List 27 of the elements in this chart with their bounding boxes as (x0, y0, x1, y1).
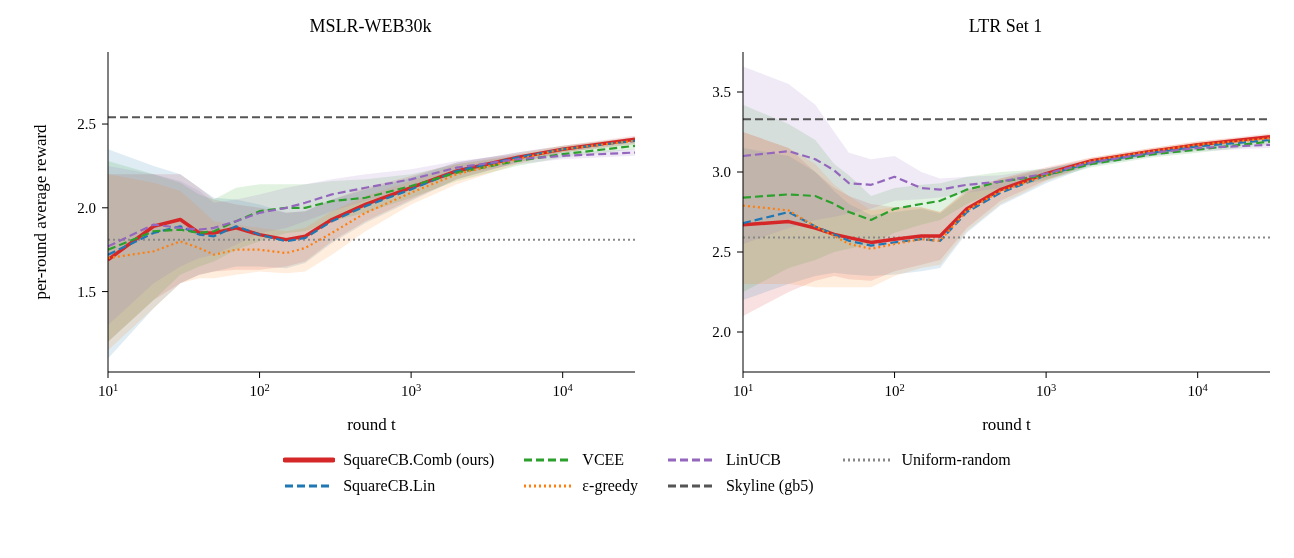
y-tick-label: 2.5 (712, 244, 731, 260)
y-tick-label: 1.5 (77, 283, 96, 300)
x-tick-label: 10$^{1}$ (97, 381, 119, 399)
legend-label: ε-greedy (582, 477, 638, 495)
y-tick-label: 2.0 (77, 199, 96, 216)
legend-label: SquareCB.Comb (ours) (343, 451, 495, 469)
legend-label: VCEE (582, 451, 625, 469)
legend-label: Uniform-random (901, 451, 1011, 469)
legend-label: SquareCB.Lin (343, 477, 436, 495)
x-tick-label: 10$^{2}$ (884, 381, 905, 399)
legend-label: Skyline (gb5) (725, 477, 814, 495)
y-tick-label: 2.0 (712, 324, 731, 340)
y-tick-label: 3.0 (712, 164, 731, 180)
x-tick-label: 10$^{3}$ (401, 381, 422, 399)
chart-title: LTR Set 1 (967, 16, 1044, 38)
x-tick-label: 10$^{2}$ (249, 381, 270, 399)
y-axis-title: per-round average reward (31, 123, 51, 300)
legend-label: LinUCB (725, 451, 782, 469)
y-tick-label: 2.5 (77, 116, 96, 133)
x-tick-label: 10$^{4}$ (552, 381, 574, 399)
x-axis-title: round t (982, 415, 1032, 434)
x-tick-label: 10$^{1}$ (732, 381, 754, 399)
y-tick-label: 3.5 (712, 84, 731, 100)
x-tick-label: 10$^{3}$ (1036, 381, 1057, 399)
chart-title: MSLR-WEB30k (308, 16, 433, 38)
x-axis-title: round t (347, 415, 397, 434)
x-tick-label: 10$^{4}$ (1187, 381, 1209, 399)
